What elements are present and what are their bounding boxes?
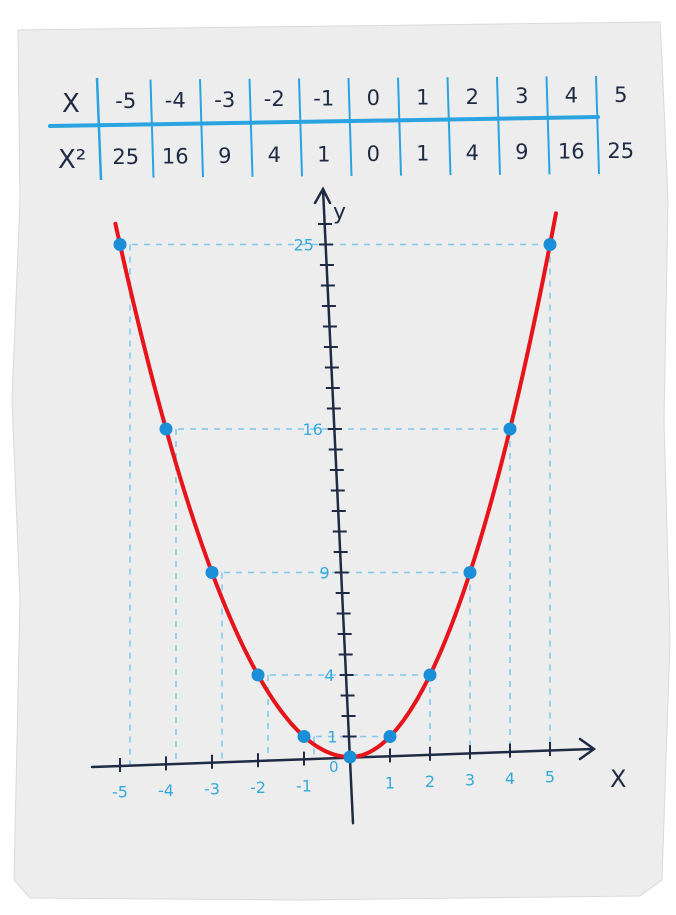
table-x-squared-cell: 1 (317, 143, 330, 167)
data-point (423, 668, 437, 682)
paper-background (11, 21, 671, 901)
table-column-divider (248, 78, 254, 177)
data-points (113, 238, 557, 764)
y-tick-label: 16 (302, 420, 322, 439)
x-tick-label: 5 (545, 768, 555, 787)
table-x-cell: 1 (416, 85, 429, 109)
data-point (383, 730, 397, 743)
data-point (297, 730, 311, 743)
x-tick-label: -2 (250, 778, 266, 797)
table-x-squared-cell: 1 (416, 141, 429, 165)
value-table: X X² -5 25 -4 16 -3 9 -2 4 -1 1 0 0 1 1 2 4 3 9 4 16 5 25 (48, 75, 634, 181)
table-column-divider (298, 78, 303, 177)
table-x-cell: 5 (614, 83, 627, 107)
y-tick-label: 9 (320, 564, 330, 583)
table-x-squared-cell: 4 (466, 141, 479, 165)
y-tick-label: 25 (294, 236, 314, 255)
x-tick-label: -1 (296, 777, 312, 796)
x-tick-label: -5 (112, 783, 128, 802)
table-x-cell: -5 (115, 89, 136, 113)
x-tick-label: 4 (505, 769, 515, 788)
data-point (463, 566, 477, 579)
x-axis-label: X (610, 765, 626, 793)
tick-labels: -5 -4 -3 -2 -1 1 2 3 4 5 1 4 9 16 25 (112, 236, 555, 802)
table-column-divider (199, 79, 204, 178)
y-tick-label: 4 (324, 666, 334, 685)
table-x-squared-cell: 9 (515, 140, 528, 164)
table-x-cell: -4 (165, 88, 186, 112)
table-x-squared-cell: 25 (112, 145, 139, 169)
table-x-cell: -1 (313, 87, 334, 111)
table-x-squared-cell: 25 (607, 139, 634, 163)
table-column-divider (595, 75, 600, 175)
table-x-cell: 2 (466, 85, 479, 109)
table-x-squared-cell: 4 (268, 143, 281, 167)
data-point (343, 750, 357, 764)
table-x-cell: -2 (264, 87, 285, 111)
table-row-label-x: X (62, 89, 80, 119)
x-tick-label: 3 (465, 771, 475, 790)
data-point (159, 422, 173, 436)
table-x-squared-cell: 9 (218, 144, 231, 168)
table-column-divider (496, 76, 501, 175)
table-column-divider (397, 77, 402, 176)
data-point (205, 566, 219, 579)
table-x-squared-cell: 16 (162, 144, 189, 168)
table-x-squared-cell: 0 (367, 142, 380, 166)
y-axis-line (321, 187, 355, 825)
data-point (113, 238, 127, 251)
x-tick-label: -4 (158, 781, 174, 800)
data-point (503, 422, 517, 436)
table-row-label-x-squared: X² (58, 145, 86, 175)
y-tick-label: 1 (327, 728, 337, 747)
table-x-cell: 0 (367, 86, 380, 110)
table-x-cell: 4 (565, 84, 578, 108)
x-tick-label: 2 (425, 772, 435, 791)
table-column-divider (347, 77, 353, 177)
origin-label: 0 (329, 758, 339, 776)
table-label-divider (95, 77, 103, 181)
table-x-squared-cell: 16 (558, 140, 585, 164)
y-axis-label: y (333, 200, 346, 225)
x-tick-label: 1 (385, 774, 395, 793)
dashed-guide-lines (120, 243, 551, 765)
data-point (543, 238, 557, 251)
x-tick-label: -3 (204, 780, 220, 799)
axis-ticks (119, 223, 551, 772)
y-axis-arrowhead (313, 186, 332, 205)
table-column-divider (545, 76, 551, 175)
table-x-cell: 3 (515, 84, 528, 108)
table-x-cell: -3 (214, 88, 235, 112)
table-column-divider (446, 77, 452, 176)
x-axis-arrowhead (578, 737, 597, 761)
data-point (251, 668, 265, 682)
table-horizontal-rule (48, 115, 600, 128)
table-column-divider (149, 79, 155, 178)
